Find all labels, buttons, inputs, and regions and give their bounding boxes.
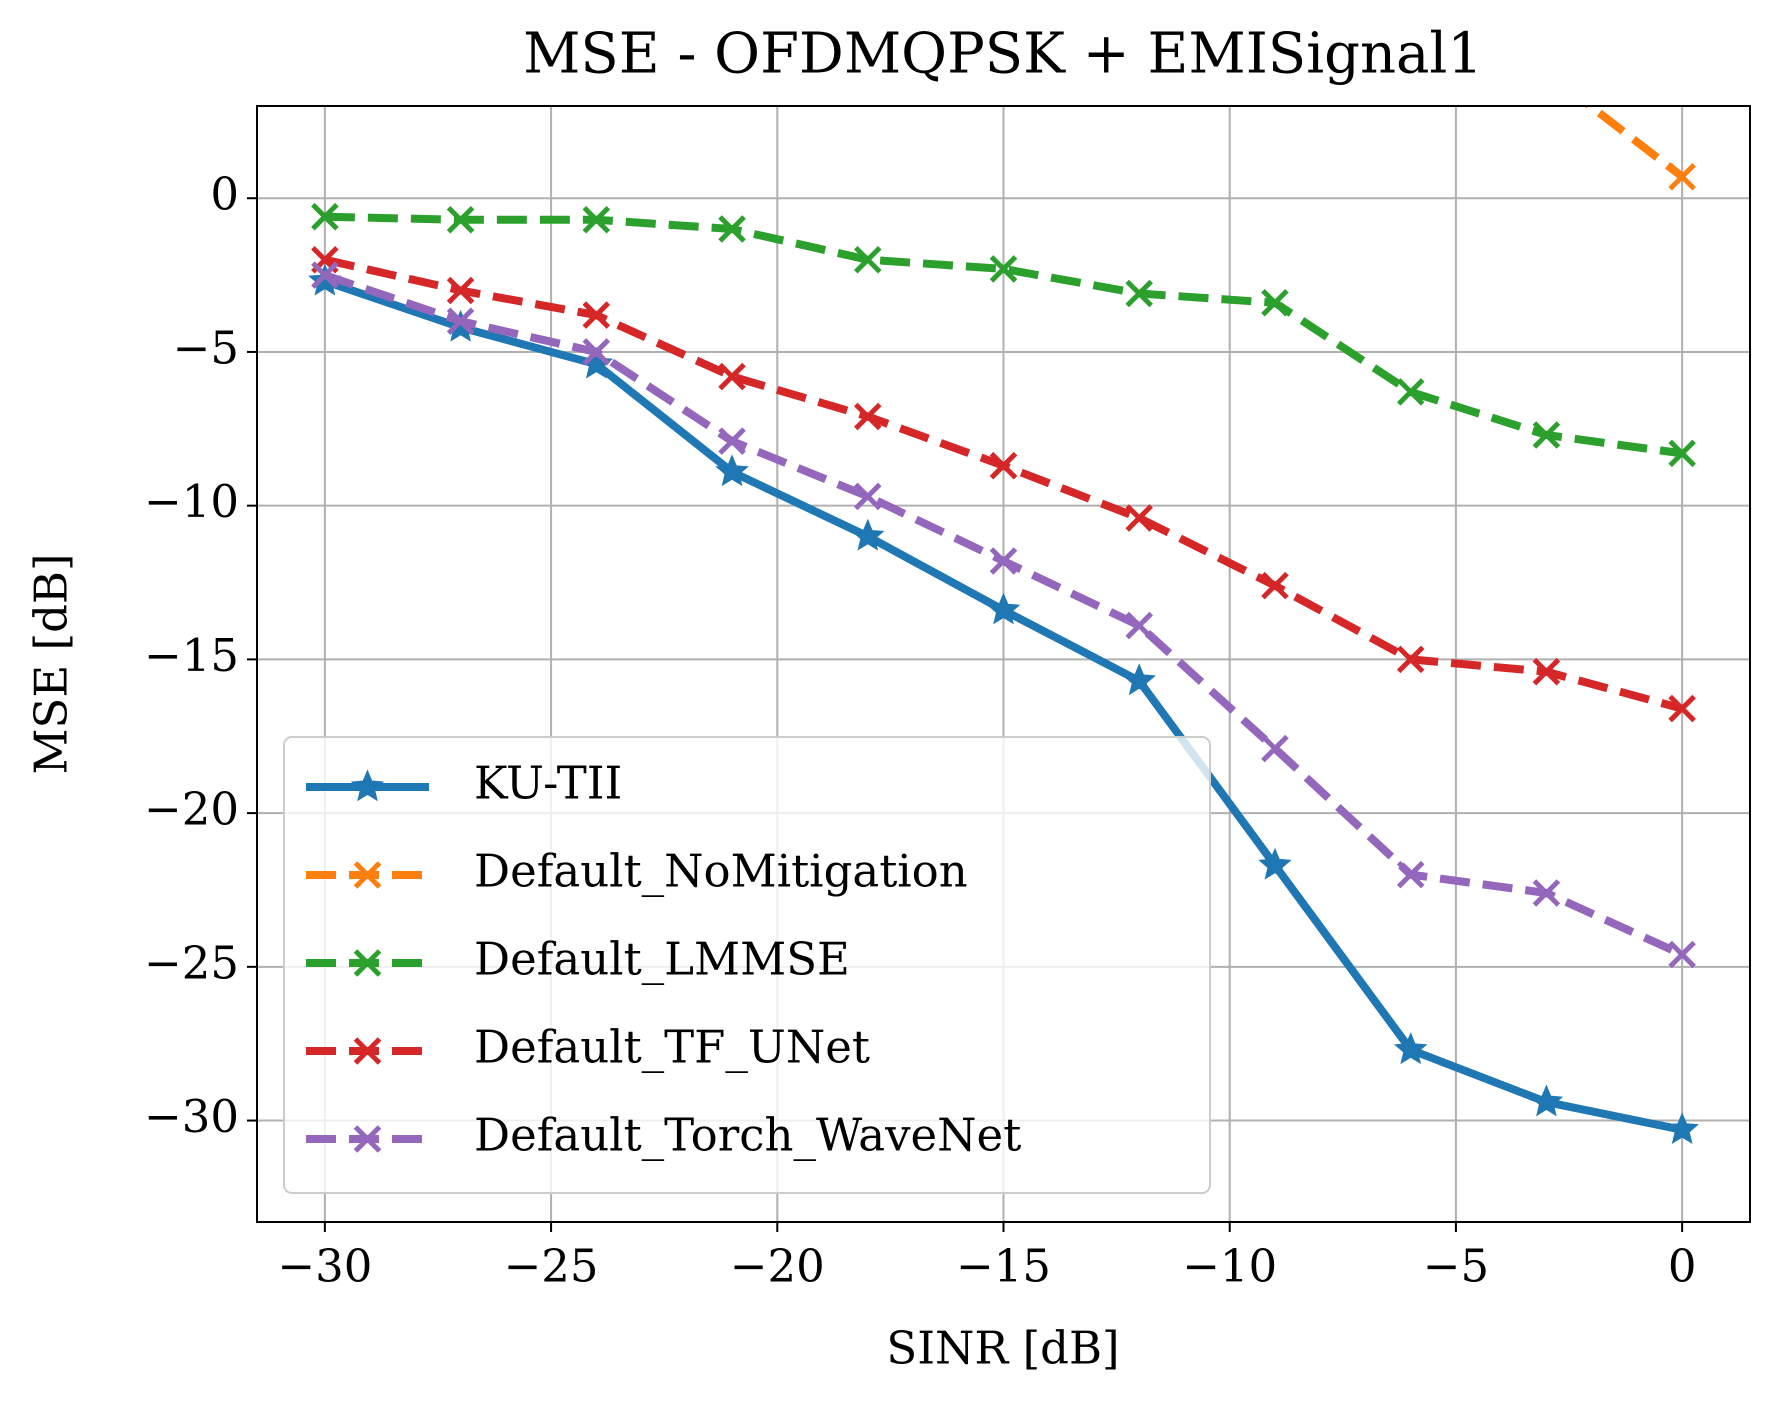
- marker: [1532, 879, 1561, 907]
- marker: [854, 245, 882, 274]
- marker: [1393, 1032, 1428, 1065]
- series-line: [324, 212, 1683, 458]
- marker: [311, 202, 339, 231]
- marker: [582, 205, 611, 234]
- series: [311, 202, 1696, 468]
- marker: [989, 547, 1018, 575]
- marker: [1665, 1112, 1699, 1145]
- y-tick-label: −25: [144, 936, 239, 989]
- y-tick-label: 0: [210, 168, 239, 221]
- plot-frame: [256, 105, 1751, 1223]
- marker: [1668, 439, 1696, 468]
- marker: [718, 362, 746, 391]
- marker: [582, 338, 611, 366]
- marker: [1258, 847, 1292, 880]
- marker: [353, 1125, 382, 1153]
- marker: [854, 402, 882, 431]
- x-tick-label: −20: [730, 1240, 825, 1293]
- marker: [718, 427, 746, 455]
- y-axis-label: MSE [dB]: [25, 553, 78, 774]
- x-tick-label: −10: [1182, 1240, 1277, 1293]
- legend-label: KU-TII: [474, 757, 622, 810]
- x-axis-label: SINR [dB]: [886, 1322, 1119, 1375]
- marker: [1125, 504, 1153, 532]
- legend-label: Default_TF_UNet: [474, 1021, 870, 1074]
- marker: [989, 451, 1018, 480]
- marker: [1125, 611, 1153, 640]
- marker: [854, 482, 882, 511]
- y-tick-label: −15: [144, 629, 239, 682]
- marker: [311, 261, 339, 289]
- legend-box: [283, 736, 1211, 1194]
- marker: [1532, 421, 1561, 449]
- marker: [851, 518, 885, 551]
- x-tick-label: −15: [956, 1240, 1051, 1293]
- marker: [446, 276, 475, 305]
- marker: [446, 205, 475, 234]
- legend: KU-TII Default_NoMitigation Default_LMMSE D…: [283, 736, 1211, 1194]
- series: [1534, 60, 1696, 191]
- series: [308, 263, 1699, 1145]
- x-tick-label: 0: [1668, 1240, 1697, 1293]
- marker: [350, 769, 385, 802]
- marker: [1534, 60, 1558, 84]
- marker: [1668, 162, 1696, 191]
- marker: [1529, 1084, 1564, 1117]
- marker: [1668, 694, 1696, 723]
- y-tick-label: −20: [144, 783, 239, 836]
- x-tick-label: −25: [504, 1240, 599, 1293]
- marker: [1532, 657, 1561, 686]
- marker: [446, 307, 475, 335]
- marker: [582, 301, 611, 329]
- plot-area: [308, 60, 1699, 1145]
- x-tick-label: −5: [1423, 1240, 1489, 1293]
- marker: [1122, 663, 1156, 696]
- legend-label: Default_LMMSE: [474, 933, 850, 986]
- y-tick-label: −10: [144, 475, 239, 528]
- marker: [1261, 288, 1289, 317]
- marker: [1261, 571, 1289, 600]
- y-tick-label: −5: [173, 321, 239, 374]
- legend-label: Default_NoMitigation: [474, 845, 968, 898]
- series: [311, 261, 1696, 969]
- marker: [1396, 645, 1425, 674]
- marker: [1396, 378, 1425, 406]
- marker: [353, 1037, 382, 1065]
- marker: [989, 255, 1018, 283]
- marker: [715, 454, 749, 487]
- marker: [353, 949, 382, 977]
- marker: [1668, 940, 1696, 969]
- marker: [1261, 734, 1289, 763]
- x-tick-label: −30: [277, 1240, 372, 1293]
- marker: [718, 215, 746, 243]
- y-tick-label: −30: [144, 1090, 239, 1143]
- marker: [986, 592, 1021, 625]
- chart-title: MSE - OFDMQPSK + EMISignal1: [523, 22, 1483, 87]
- marker: [1125, 279, 1153, 308]
- marker: [353, 861, 382, 889]
- marker: [1396, 860, 1425, 889]
- legend-label: Default_Torch_WaveNet: [474, 1109, 1021, 1162]
